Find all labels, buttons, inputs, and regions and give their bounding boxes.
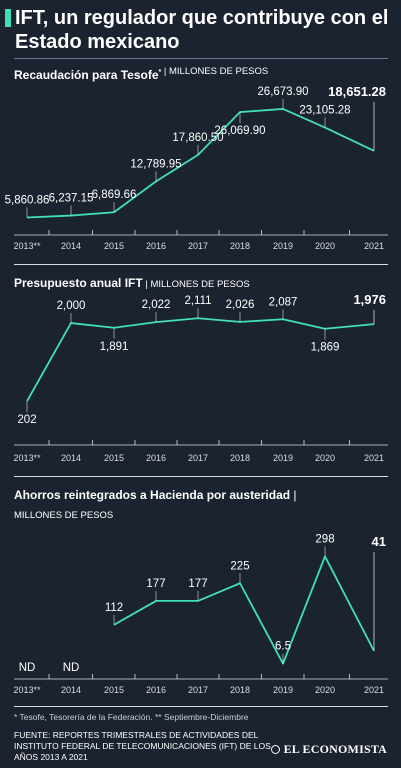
chart-subtitle: MILLONES DE PESOS [14, 510, 113, 521]
data-label: 18,651.28 [328, 84, 386, 99]
data-label: 2,026 [226, 299, 255, 311]
series-line [26, 317, 375, 402]
x-tick-label: 2016 [146, 685, 166, 695]
data-label: 298 [315, 533, 334, 545]
footnote: * Tesofe, Tesorería de la Federación. **… [14, 712, 249, 722]
x-tick-label: 2018 [230, 685, 250, 695]
chart-ahorros-hacienda: Ahorros reintegrados a Hacienda por aust… [13, 488, 388, 695]
x-tick-label: 2015 [104, 241, 124, 251]
chart-title: Recaudación para Tesofe* | MILLONES DE P… [14, 66, 268, 82]
title-accent-bar [5, 9, 11, 27]
chart-subtitle: | MILLONES DE PESOS [161, 66, 268, 77]
x-tick-label: 2014 [61, 453, 81, 463]
x-tick-label: 2013** [13, 685, 41, 695]
data-label: ND [63, 662, 80, 674]
section-divider-3 [14, 706, 388, 707]
x-tick-label: 2013** [13, 453, 41, 463]
x-tick-label: 2019 [273, 685, 293, 695]
data-label: 17,860.50 [172, 132, 223, 144]
x-tick-label: 2021 [364, 241, 384, 251]
source-note: FUENTE: REPORTES TRIMESTRALES DE ACTIVID… [14, 730, 271, 762]
chart-subtitle: | MILLONES DE PESOS [143, 279, 250, 290]
data-label: 23,105.28 [299, 105, 350, 117]
x-tick-label: 2020 [315, 241, 335, 251]
data-label: 2,087 [269, 296, 298, 308]
x-tick-label: 2017 [188, 453, 208, 463]
data-label: 202 [17, 414, 36, 426]
chart-recaudacion-tesofe: Recaudación para Tesofe* | MILLONES DE P… [5, 66, 388, 251]
data-label: 1,976 [353, 292, 386, 307]
series-line [113, 555, 375, 665]
x-tick-label: 2014 [61, 685, 81, 695]
brand-globe-icon [270, 745, 280, 754]
chart-title: Ahorros reintegrados a Hacienda por aust… [14, 488, 297, 502]
x-tick-label: 2019 [273, 241, 293, 251]
x-tick-label: 2021 [364, 453, 384, 463]
x-tick-label: 2018 [230, 241, 250, 251]
title-divider [14, 58, 388, 59]
x-tick-label: 2020 [315, 453, 335, 463]
data-label: 2,022 [142, 299, 171, 311]
data-label: 6,237.15 [49, 193, 94, 205]
chart-title-marker: * [159, 69, 162, 76]
x-tick-label: 2020 [315, 685, 335, 695]
x-tick-label: 2019 [273, 453, 293, 463]
x-tick-label: 2021 [364, 685, 384, 695]
brand-logo: EL ECONOMISTA [270, 742, 387, 757]
brand-name: EL ECONOMISTA [283, 742, 387, 756]
data-label: 6.5 [275, 641, 291, 653]
chart-title: Presupuesto anual IFT | MILLONES DE PESO… [14, 276, 250, 290]
data-label: 112 [105, 602, 123, 614]
data-label: ND [19, 662, 36, 674]
x-tick-label: 2016 [146, 453, 166, 463]
x-tick-label: 2015 [104, 453, 124, 463]
chart-presupuesto-ift: Presupuesto anual IFT | MILLONES DE PESO… [13, 276, 388, 463]
section-divider-1 [14, 264, 388, 265]
data-label: 41 [372, 534, 386, 549]
page-title: IFT, un regulador que contribuye con el … [15, 7, 389, 53]
data-label: 26,673.90 [257, 86, 308, 98]
x-tick-label: 2015 [104, 685, 124, 695]
x-tick-label: 2017 [188, 241, 208, 251]
data-label: 12,789.95 [130, 158, 181, 170]
x-tick-label: 2014 [61, 241, 81, 251]
data-label: 225 [230, 560, 249, 572]
x-tick-label: 2018 [230, 453, 250, 463]
data-label: 177 [188, 578, 207, 590]
data-label: 26,069.90 [214, 125, 265, 137]
title-separator: | [290, 488, 296, 502]
data-label: 2,000 [57, 300, 86, 312]
data-label: 6,869.66 [92, 189, 137, 201]
x-tick-label: 2017 [188, 685, 208, 695]
x-tick-label: 2016 [146, 241, 166, 251]
data-label: 1,869 [311, 342, 340, 354]
data-label: 177 [146, 578, 165, 590]
section-divider-2 [14, 476, 388, 477]
data-label: 1,891 [100, 341, 129, 353]
data-label: 5,860.86 [5, 195, 50, 207]
x-tick-label: 2013** [13, 241, 41, 251]
data-label: 2,111 [184, 295, 211, 307]
